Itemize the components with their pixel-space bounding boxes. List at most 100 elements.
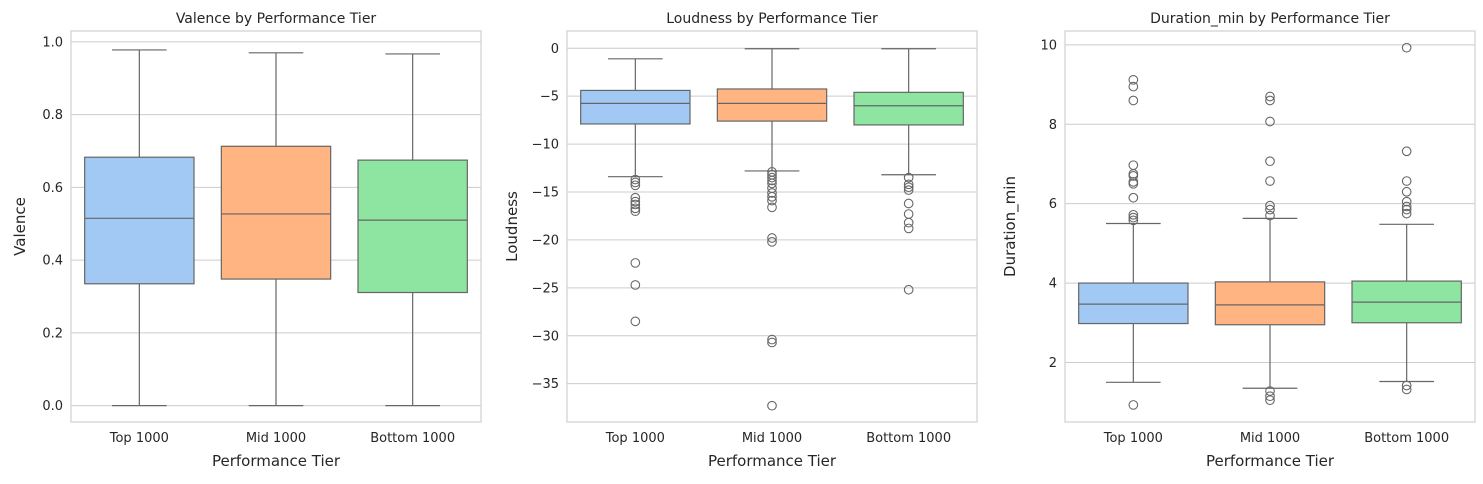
outlier-point [1128, 176, 1139, 187]
outlier-point [767, 233, 777, 243]
y-tick-label: −30 [532, 329, 559, 344]
y-tick-label: −10 [532, 138, 559, 153]
chart-panel-2: 0 −5 −10 −15 −20 −25 −30 −35 Top 1000 Mid 1000 Bot… [503, 11, 978, 470]
outlier-point [767, 236, 777, 247]
outlier-point [1401, 201, 1412, 212]
iqr-box [220, 145, 332, 280]
y-tick-label: 0 [551, 42, 559, 57]
outlier-point [767, 172, 777, 183]
outlier-point [1265, 204, 1275, 215]
outlier-point [1265, 156, 1275, 167]
x-tick-label: Top 1000 [605, 431, 665, 446]
outlier-point [1401, 186, 1412, 197]
outlier-point [903, 223, 914, 234]
box-1 [1078, 74, 1189, 410]
y-tick-label: 8 [1049, 118, 1057, 133]
outlier-point [1401, 42, 1412, 53]
outlier-point [1128, 74, 1139, 85]
outlier-point [903, 209, 914, 219]
outlier-point [1401, 380, 1412, 391]
box-3 [1351, 42, 1462, 395]
box-3 [357, 53, 468, 407]
outlier-point [630, 203, 641, 214]
x-axis-label: Performance Tier [708, 452, 837, 470]
outlier-point [1265, 200, 1275, 211]
x-tick-label: Mid 1000 [1240, 431, 1300, 446]
outlier-point [767, 202, 777, 213]
outlier-point [630, 177, 641, 188]
y-tick-label: 4 [1049, 277, 1057, 292]
x-tick-label: Bottom 1000 [370, 431, 455, 446]
y-tick-label: 10 [1040, 38, 1057, 53]
outlier-point [767, 188, 777, 198]
outlier-point [1128, 171, 1139, 181]
iqr-box [853, 91, 964, 126]
y-tick-label: 1.0 [42, 35, 63, 50]
outlier-point [903, 217, 914, 228]
x-axis-label: Performance Tier [212, 452, 341, 470]
y-tick-label: 0.8 [42, 108, 63, 123]
outlier-point [1128, 178, 1139, 189]
iqr-box [716, 88, 828, 122]
outlier-point [1128, 209, 1139, 220]
outlier-point [630, 196, 641, 207]
outlier-point [1128, 160, 1139, 171]
outlier-point [1128, 169, 1139, 179]
outlier-point [1265, 176, 1275, 186]
outlier-point [767, 337, 777, 348]
iqr-box [84, 156, 195, 285]
y-tick-label: −20 [532, 233, 559, 248]
box-2 [1214, 91, 1326, 406]
x-tick-label: Top 1000 [109, 431, 169, 446]
outlier-point [767, 178, 777, 189]
box-2 [220, 52, 332, 407]
y-axis-label: Valence [11, 197, 29, 256]
outlier-point [1401, 384, 1412, 395]
chart-title: Valence by Performance Tier [176, 11, 377, 27]
outlier-point [903, 172, 914, 183]
outlier-point [903, 284, 914, 295]
outlier-point [1265, 91, 1275, 102]
chart-title: Loudness by Performance Tier [666, 11, 878, 27]
outlier-point [903, 198, 914, 209]
y-axis-label: Loudness [503, 191, 521, 262]
y-tick-label: −15 [532, 186, 559, 201]
outlier-point [630, 174, 641, 185]
y-tick-label: 0.6 [42, 181, 63, 196]
outlier-point [1401, 176, 1412, 186]
y-tick-label: 6 [1049, 197, 1057, 212]
outlier-point [1128, 95, 1139, 106]
outlier-point [630, 316, 641, 327]
outlier-point [1128, 400, 1139, 410]
y-tick-label: −35 [532, 377, 559, 392]
outlier-point [1128, 81, 1139, 92]
outlier-point [1265, 386, 1275, 396]
iqr-box [1214, 281, 1326, 326]
chart-panel-1: 0.0 0.2 0.4 0.6 0.8 1.0 Top 1000 Mid 1000 Bottom… [11, 11, 482, 470]
box-3 [853, 48, 964, 295]
chart-title: Duration_min by Performance Tier [1150, 11, 1390, 27]
axes-frame [566, 30, 978, 423]
outlier-point [767, 334, 777, 345]
outlier-point [1401, 196, 1412, 207]
axes-frame [1064, 30, 1476, 423]
axes-frame [70, 30, 482, 423]
outlier-point [903, 185, 914, 195]
outlier-point [767, 195, 777, 206]
outlier-point [1401, 208, 1412, 219]
x-tick-label: Bottom 1000 [866, 431, 951, 446]
y-tick-label: −5 [540, 90, 559, 105]
x-tick-label: Top 1000 [1103, 431, 1163, 446]
outlier-point [903, 182, 914, 193]
x-tick-label: Bottom 1000 [1364, 431, 1449, 446]
outlier-point [630, 199, 641, 210]
outlier-point [630, 192, 641, 203]
outlier-point [1401, 146, 1412, 157]
outlier-point [1128, 192, 1139, 203]
box-2 [716, 48, 828, 411]
outlier-point [767, 191, 777, 202]
y-tick-label: −25 [532, 281, 559, 296]
box-1 [580, 58, 691, 327]
outlier-point [630, 180, 641, 191]
outlier-point [1265, 391, 1275, 402]
